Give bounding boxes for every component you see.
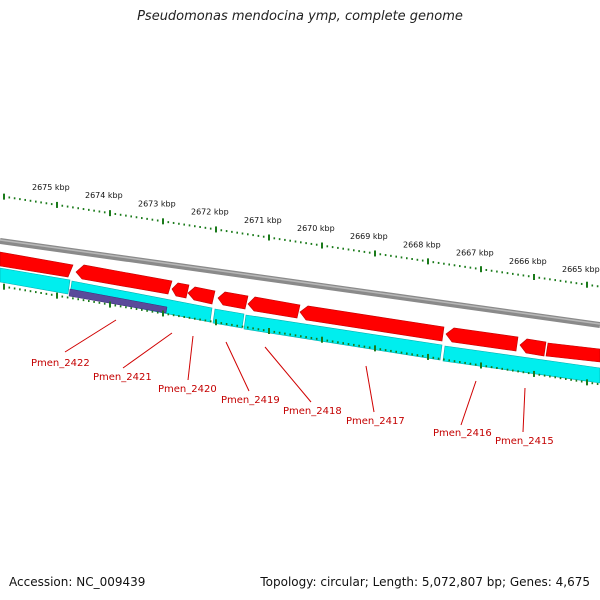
map-title: Pseudomonas mendocina ymp, complete geno… [137,9,463,24]
kbp-label: 2675 kbp [32,183,70,192]
gene-label[interactable]: Pmen_2417 [346,416,405,427]
gene-label[interactable]: Pmen_2422 [31,358,90,369]
gene-arrow[interactable] [545,342,600,363]
ruler-labels: 2675 kbp 2674 kbp 2673 kbp 2672 kbp 2671 kbp… [32,183,600,274]
accession-text: Accession: NC_009439 [9,575,146,589]
gene-label[interactable]: Pmen_2416 [433,428,492,439]
gene-label[interactable]: Pmen_2419 [221,395,280,406]
kbp-label: 2670 kbp [297,224,335,233]
gene-arrow[interactable] [75,264,173,295]
kbp-label: 2672 kbp [191,208,229,217]
gene-label[interactable]: Pmen_2420 [158,384,217,395]
highlighted-cds[interactable] [68,288,168,314]
genome-stats: Topology: circular; Length: 5,072,807 bp… [260,575,590,589]
gene-track [0,251,600,363]
gene-arrow[interactable] [299,305,445,342]
gene-label[interactable]: Pmen_2421 [93,372,152,383]
cds-segment[interactable] [212,308,245,329]
kbp-label: 2671 kbp [244,216,282,225]
kbp-label: 2673 kbp [138,199,176,208]
gene-leader-lines [64,319,526,433]
kbp-label: 2668 kbp [403,240,441,249]
kbp-label: 2669 kbp [350,232,388,241]
gene-arrow[interactable] [519,338,547,357]
cds-track [0,267,600,384]
gene-arrow[interactable] [445,327,519,352]
gene-arrow[interactable] [171,282,190,299]
gene-arrow[interactable] [187,286,216,305]
lower-ruler-ticks [3,283,599,386]
cds-segment[interactable] [0,267,71,295]
kbp-label: 2667 kbp [456,249,494,258]
upper-ruler-ticks [3,193,599,288]
genome-backbone-highlight [0,239,600,325]
gene-arrow[interactable] [0,251,74,278]
kbp-label: 2674 kbp [85,191,123,200]
cds-segment[interactable] [243,314,443,361]
gene-arrow[interactable] [217,291,249,310]
kbp-label: 2666 kbp [509,257,547,266]
kbp-label: 2665 kbp [562,265,600,274]
gene-label[interactable]: Pmen_2415 [495,436,554,447]
cds-segment[interactable] [442,345,600,384]
gene-labels: Pmen_2422 Pmen_2421 Pmen_2420 Pmen_2419 … [31,358,554,447]
gene-label[interactable]: Pmen_2418 [283,406,342,417]
gene-arrow[interactable] [247,296,301,319]
